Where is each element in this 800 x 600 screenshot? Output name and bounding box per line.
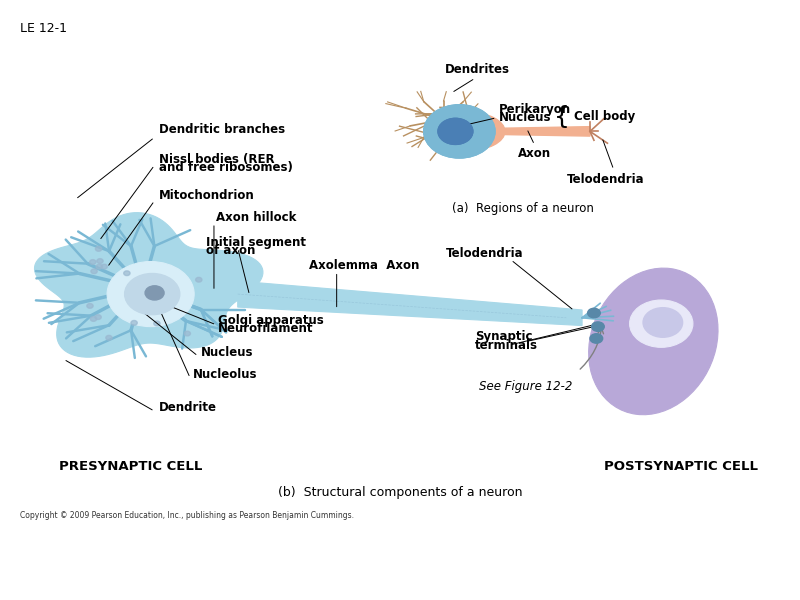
Text: Dendritic branches: Dendritic branches	[158, 122, 285, 136]
Circle shape	[91, 269, 98, 274]
Circle shape	[154, 321, 160, 326]
Text: Nucleus: Nucleus	[499, 111, 551, 124]
Text: POSTSYNAPTIC CELL: POSTSYNAPTIC CELL	[604, 460, 758, 473]
Ellipse shape	[430, 112, 505, 151]
Circle shape	[131, 320, 138, 325]
Circle shape	[424, 105, 495, 158]
Text: Telodendria: Telodendria	[567, 173, 645, 186]
Circle shape	[90, 317, 97, 322]
Circle shape	[101, 264, 107, 269]
Circle shape	[196, 277, 202, 282]
Text: PRESYNAPTIC CELL: PRESYNAPTIC CELL	[59, 460, 202, 473]
Text: Golgi apparatus: Golgi apparatus	[218, 314, 324, 326]
Text: Perikaryon: Perikaryon	[499, 103, 571, 116]
Text: Synaptic: Synaptic	[475, 330, 533, 343]
Circle shape	[87, 304, 93, 308]
Polygon shape	[491, 127, 590, 136]
Polygon shape	[238, 281, 582, 326]
Circle shape	[643, 308, 682, 337]
Polygon shape	[34, 212, 263, 357]
Circle shape	[106, 335, 112, 340]
Circle shape	[95, 315, 102, 319]
Text: Cell body: Cell body	[574, 110, 635, 123]
Circle shape	[591, 322, 604, 331]
Circle shape	[96, 264, 102, 269]
Text: Nucleus: Nucleus	[201, 346, 253, 359]
Circle shape	[588, 308, 600, 318]
Text: {: {	[554, 104, 570, 128]
Text: Nissl bodies (RER: Nissl bodies (RER	[158, 153, 274, 166]
Text: Axon: Axon	[518, 148, 551, 160]
Text: Copyright © 2009 Pearson Education, Inc., publishing as Pearson Benjamin Cumming: Copyright © 2009 Pearson Education, Inc.…	[20, 511, 354, 520]
Text: Neurofilament: Neurofilament	[218, 322, 314, 335]
Circle shape	[90, 260, 96, 265]
Circle shape	[630, 300, 693, 347]
Text: Initial segment: Initial segment	[206, 236, 306, 248]
Text: terminals: terminals	[475, 338, 538, 352]
Text: Axon hillock: Axon hillock	[216, 211, 297, 224]
Text: LE 12-1: LE 12-1	[20, 22, 67, 35]
Circle shape	[124, 271, 130, 275]
Circle shape	[438, 118, 473, 145]
Circle shape	[125, 274, 180, 315]
Text: Axolemma  Axon: Axolemma Axon	[309, 259, 419, 272]
Circle shape	[424, 105, 495, 158]
Circle shape	[438, 118, 473, 145]
Circle shape	[107, 262, 194, 326]
Circle shape	[145, 286, 164, 300]
Ellipse shape	[589, 268, 718, 415]
Circle shape	[590, 334, 602, 343]
Circle shape	[95, 247, 102, 251]
Text: Dendrites: Dendrites	[445, 64, 510, 76]
Text: Telodendria: Telodendria	[446, 247, 523, 260]
Text: See Figure 12-2: See Figure 12-2	[479, 380, 573, 393]
Text: and free ribosomes): and free ribosomes)	[158, 161, 293, 174]
Text: (a)  Regions of a neuron: (a) Regions of a neuron	[452, 202, 594, 215]
Circle shape	[184, 331, 190, 336]
Text: (b)  Structural components of a neuron: (b) Structural components of a neuron	[278, 486, 522, 499]
Text: Dendrite: Dendrite	[158, 401, 217, 414]
Text: Nucleolus: Nucleolus	[193, 368, 257, 381]
Text: of axon: of axon	[206, 244, 255, 257]
Circle shape	[97, 259, 103, 263]
Text: Mitochondrion: Mitochondrion	[158, 190, 254, 202]
